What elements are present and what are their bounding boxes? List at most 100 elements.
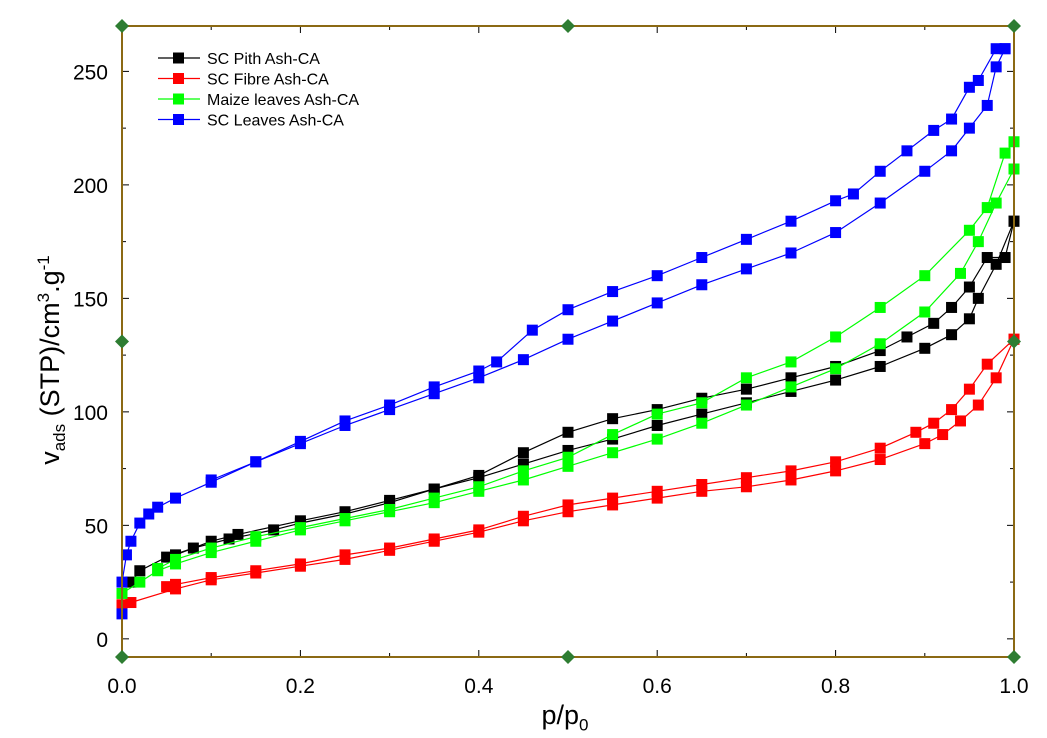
series-sc-pith-ash-ca-desorption-point bbox=[517, 447, 529, 459]
series-sc-fibre-ash-ca-adsorption-point bbox=[562, 506, 574, 518]
series-sc-fibre-ash-ca-desorption-point bbox=[384, 542, 396, 554]
series-sc-fibre-ash-ca-desorption-point bbox=[250, 565, 262, 577]
series-sc-fibre-ash-ca-desorption-point bbox=[607, 492, 619, 504]
series-maize-leaves-ash-ca-adsorption-point bbox=[954, 267, 966, 279]
series-sc-pith-ash-ca-adsorption-point bbox=[651, 419, 663, 431]
series-maize-leaves-ash-ca-desorption-point bbox=[607, 429, 619, 441]
frame-diamond-marker bbox=[561, 19, 575, 33]
series-sc-leaves-ash-ca-desorption-point bbox=[990, 43, 1002, 55]
series-sc-pith-ash-ca-desorption-point bbox=[428, 483, 440, 495]
series-sc-fibre-ash-ca-desorption-point bbox=[830, 456, 842, 468]
series-maize-leaves-ash-ca-desorption-point bbox=[562, 451, 574, 463]
series-sc-fibre-ash-ca-desorption-point bbox=[740, 472, 752, 484]
series-sc-pith-ash-ca-adsorption-point bbox=[972, 292, 984, 304]
series-sc-fibre-ash-ca-adsorption-point bbox=[607, 499, 619, 511]
series-sc-pith-ash-ca-desorption-point bbox=[901, 331, 913, 343]
series-sc-pith-ash-ca-desorption-point bbox=[981, 252, 993, 264]
series-sc-pith-ash-ca-adsorption-point bbox=[696, 408, 708, 420]
series-maize-leaves-ash-ca-adsorption-point bbox=[740, 399, 752, 411]
y-tick-label: 50 bbox=[85, 515, 108, 538]
series-maize-leaves-ash-ca-adsorption-point bbox=[651, 433, 663, 445]
series-sc-pith-ash-ca-adsorption-point bbox=[919, 342, 931, 354]
series-sc-fibre-ash-ca-adsorption-point bbox=[919, 438, 931, 450]
series-sc-fibre-ash-ca-adsorption-point bbox=[696, 485, 708, 497]
series-sc-fibre-ash-ca-adsorption-point bbox=[125, 597, 137, 609]
series-sc-pith-ash-ca-desorption-point bbox=[384, 494, 396, 506]
series-maize-leaves-ash-ca-adsorption-point bbox=[562, 460, 574, 472]
series-maize-leaves-ash-ca-desorption-point bbox=[473, 481, 485, 493]
series-sc-fibre-ash-ca-adsorption-point bbox=[874, 454, 886, 466]
series-sc-fibre-ash-ca-adsorption-point bbox=[937, 429, 949, 441]
series-maize-leaves-ash-ca-desorption-point bbox=[830, 331, 842, 343]
series-sc-leaves-ash-ca-desorption-point bbox=[607, 286, 619, 298]
series-sc-pith-ash-ca-desorption-point bbox=[946, 301, 958, 313]
series-maize-leaves-ash-ca-adsorption-line bbox=[121, 168, 1015, 594]
legend-label-maize-leaves-ash-ca: Maize leaves Ash-CA bbox=[207, 92, 359, 109]
series-sc-leaves-ash-ca-desorption-point bbox=[205, 474, 217, 486]
series-sc-fibre-ash-ca-desorption-point bbox=[696, 478, 708, 490]
series-sc-pith-ash-ca-adsorption-point bbox=[223, 533, 235, 545]
series-sc-fibre-ash-ca-desorption-point bbox=[785, 465, 797, 477]
series-sc-leaves-ash-ca-adsorption-point bbox=[651, 297, 663, 309]
series-maize-leaves-ash-ca-desorption-point bbox=[428, 492, 440, 504]
series-maize-leaves-ash-ca-adsorption-point bbox=[972, 236, 984, 248]
series-sc-leaves-ash-ca-desorption-point bbox=[946, 113, 958, 125]
series-sc-leaves-ash-ca-adsorption-point bbox=[562, 333, 574, 345]
legend-label-sc-pith-ash-ca: SC Pith Ash-CA bbox=[207, 51, 320, 68]
y-label-ads: ads bbox=[50, 423, 70, 452]
frame-diamond-marker bbox=[115, 19, 129, 33]
series-maize-leaves-ash-ca-adsorption-point bbox=[919, 306, 931, 318]
series-maize-leaves-ash-ca-desorption-point bbox=[999, 147, 1011, 159]
y-label-dot-g: .g bbox=[34, 270, 65, 293]
series-sc-leaves-ash-ca-adsorption-point bbox=[607, 315, 619, 327]
series-maize-leaves-ash-ca-adsorption-point bbox=[517, 474, 529, 486]
series-sc-pith-ash-ca-desorption-point bbox=[607, 413, 619, 425]
series-sc-leaves-ash-ca-adsorption-point bbox=[946, 145, 958, 157]
series-sc-fibre-ash-ca-desorption-point bbox=[946, 404, 958, 416]
series-sc-pith-ash-ca-adsorption-point bbox=[125, 576, 137, 588]
series-maize-leaves-ash-ca-desorption-point bbox=[170, 553, 182, 565]
series-maize-leaves-ash-ca-adsorption-point bbox=[874, 338, 886, 350]
series-maize-leaves-ash-ca-adsorption-point bbox=[990, 197, 1002, 209]
legend-marker-sc-pith-ash-ca bbox=[173, 52, 184, 64]
series-sc-leaves-ash-ca-adsorption-point bbox=[473, 372, 485, 384]
series-sc-fibre-ash-ca-desorption-point bbox=[170, 578, 182, 590]
series-maize-leaves-ash-ca-desorption-point bbox=[517, 465, 529, 477]
series-maize-leaves-ash-ca-desorption-point bbox=[981, 202, 993, 214]
y-tick-label: 200 bbox=[73, 175, 108, 198]
series-sc-pith-ash-ca-desorption-point bbox=[963, 281, 975, 293]
series-sc-leaves-ash-ca-adsorption-point bbox=[517, 354, 529, 366]
series-sc-leaves-ash-ca-adsorption-point bbox=[981, 99, 993, 111]
series-sc-fibre-ash-ca-desorption-point bbox=[339, 549, 351, 561]
series-sc-pith-ash-ca-desorption-line bbox=[175, 221, 1015, 556]
series-sc-fibre-ash-ca-desorption-point bbox=[294, 558, 306, 570]
series-maize-leaves-ash-ca-desorption-point bbox=[384, 503, 396, 515]
series-maize-leaves-ash-ca-adsorption-point bbox=[830, 363, 842, 375]
series-sc-fibre-ash-ca-desorption-point bbox=[562, 499, 574, 511]
x-axis-label: p/p0 bbox=[500, 700, 630, 735]
series-sc-leaves-ash-ca-desorption-point bbox=[339, 415, 351, 427]
series-sc-leaves-ash-ca-adsorption-point bbox=[919, 165, 931, 177]
y-tick-label: 250 bbox=[73, 61, 108, 84]
tick-labels: 0.0 0.2 0.4 0.6 0.8 1.0 0 50 100 150 200 250 bbox=[73, 61, 1029, 698]
series-sc-leaves-ash-ca-adsorption-point bbox=[830, 227, 842, 239]
frame-diamond-marker bbox=[115, 334, 129, 349]
series-sc-pith-ash-ca-desorption-point bbox=[785, 372, 797, 384]
series-maize-leaves-ash-ca-adsorption-point bbox=[607, 447, 619, 459]
series-maize-leaves-ash-ca-adsorption-point bbox=[785, 381, 797, 393]
series-sc-pith-ash-ca-adsorption-point bbox=[946, 329, 958, 341]
series-sc-leaves-ash-ca-desorption-point bbox=[651, 270, 663, 282]
series-sc-leaves-ash-ca-desorption-point bbox=[901, 145, 913, 157]
series-sc-pith-ash-ca-adsorption-point bbox=[874, 360, 886, 372]
series-sc-pith-ash-ca-desorption-point bbox=[740, 383, 752, 395]
series-sc-leaves-ash-ca-adsorption-point bbox=[990, 61, 1002, 73]
series-sc-pith-ash-ca-adsorption-point bbox=[268, 524, 280, 536]
series-sc-pith-ash-ca-adsorption-point bbox=[161, 551, 173, 563]
frame-diamond-marker bbox=[1007, 334, 1021, 349]
series-sc-fibre-ash-ca-adsorption-point bbox=[972, 399, 984, 411]
series-sc-fibre-ash-ca-desorption-point bbox=[981, 358, 993, 370]
series-sc-fibre-ash-ca-adsorption-point bbox=[990, 372, 1002, 384]
x-tick-label: 0.0 bbox=[107, 675, 136, 698]
series-sc-leaves-ash-ca-desorption-point bbox=[428, 381, 440, 393]
